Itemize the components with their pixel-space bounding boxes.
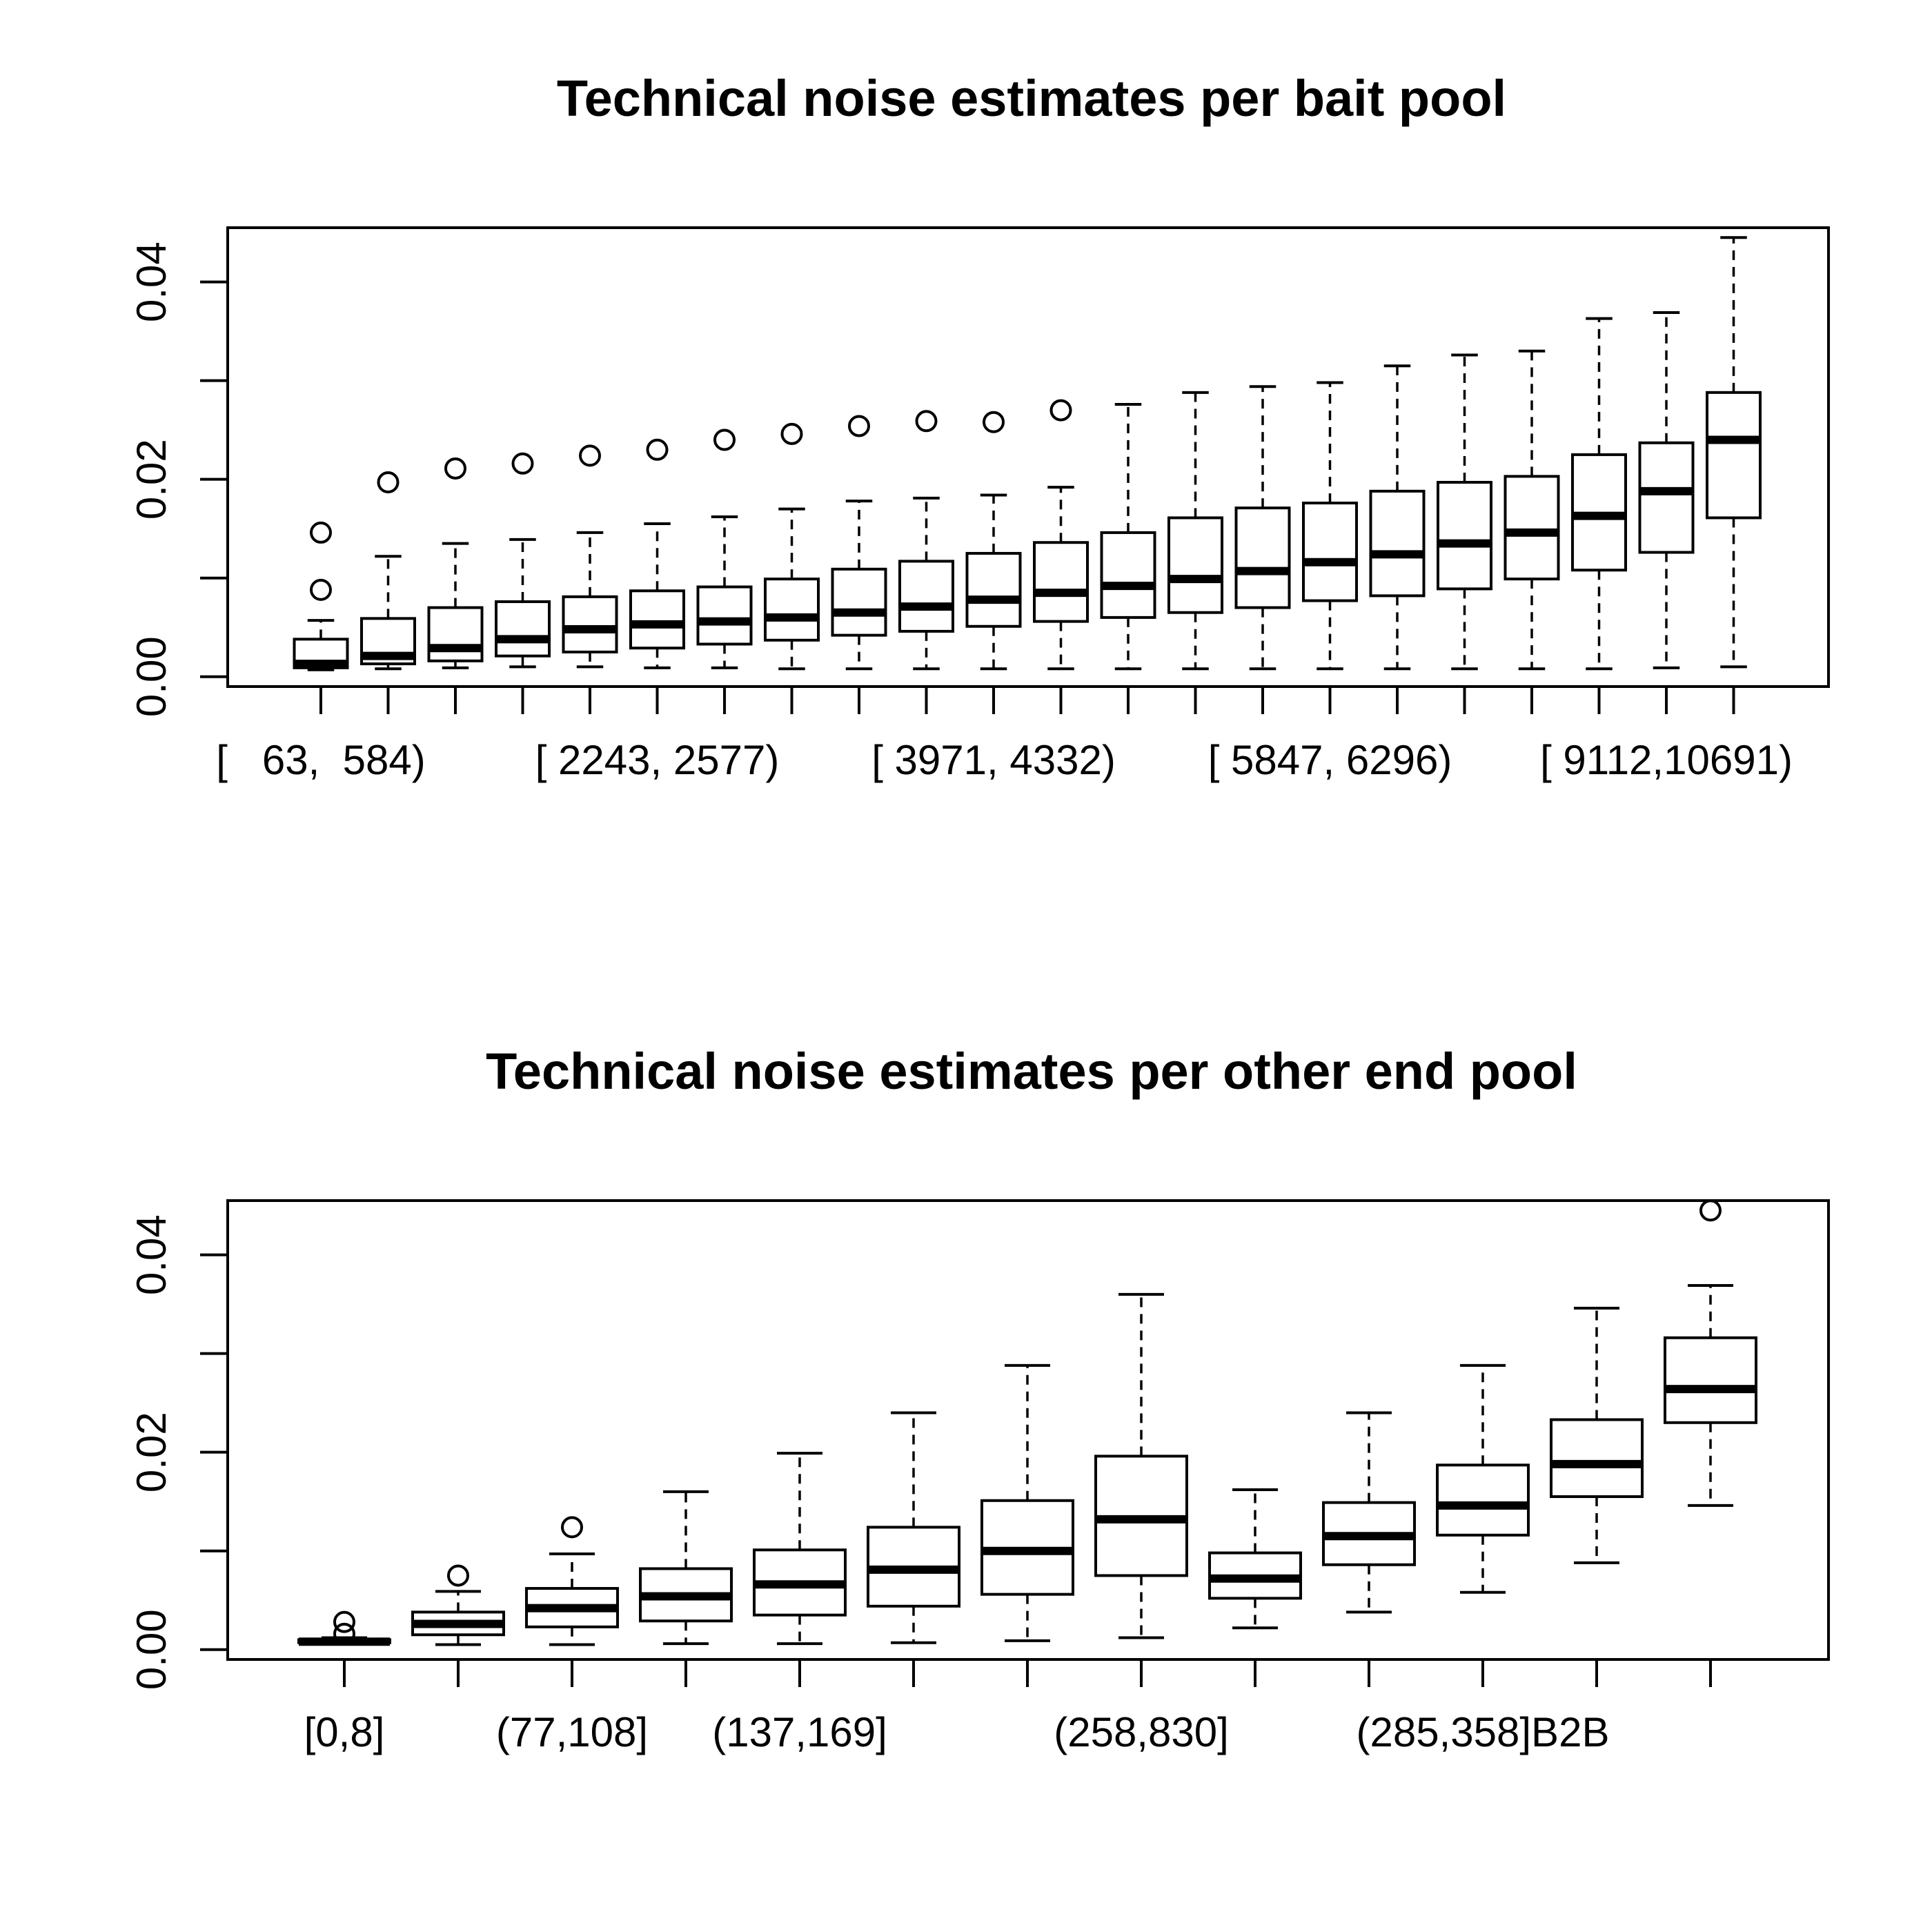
box-22: [1706, 236, 1762, 669]
box-body: [898, 560, 954, 633]
outlier-point: [983, 411, 1005, 433]
chart-title: Technical noise estimates per other end …: [486, 1043, 1577, 1100]
box-12: [1033, 399, 1089, 671]
box-9: [831, 415, 887, 671]
outlier-point: [780, 422, 803, 445]
box-4: [495, 452, 551, 669]
outlier-point: [579, 444, 601, 467]
outlier-point: [848, 415, 870, 437]
box-21: [1638, 310, 1695, 669]
box-body: [1234, 506, 1291, 609]
box-body: [831, 567, 887, 637]
box-5: [562, 444, 618, 669]
box-body: [1100, 531, 1156, 619]
box-body: [965, 551, 1022, 628]
box-body: [1638, 441, 1695, 554]
box-18: [1437, 353, 1492, 671]
box-4: [639, 1490, 733, 1646]
box-13: [1100, 402, 1156, 671]
box-15: [1234, 385, 1291, 671]
box-14: [1167, 391, 1223, 671]
box-1: [293, 521, 349, 671]
outlier-point: [915, 410, 938, 433]
x-tick-label: [ 2243, 2577): [535, 737, 780, 783]
box-20: [1571, 317, 1627, 671]
outlier-point: [333, 1622, 355, 1645]
outlier-point: [561, 1516, 583, 1539]
box-10: [1322, 1411, 1416, 1614]
y-tick-label: 0.02: [128, 1412, 175, 1492]
box-body: [562, 595, 618, 653]
box-12: [1550, 1306, 1644, 1564]
box-2: [411, 1564, 505, 1646]
y-tick-label: 0.04: [128, 1214, 175, 1295]
box-1: [297, 1610, 391, 1646]
plot-frame: [226, 226, 1830, 688]
box-body: [1504, 475, 1560, 581]
box-11: [965, 411, 1022, 671]
box-8: [764, 422, 820, 671]
box-body: [1167, 516, 1223, 614]
box-5: [753, 1452, 847, 1646]
y-tick-label: 0.02: [128, 439, 175, 520]
x-tick-label: [ 3971, 4332): [871, 737, 1116, 783]
box-9: [1208, 1488, 1302, 1630]
box-body: [1033, 541, 1089, 623]
box-body: [764, 578, 820, 642]
y-tick-label: 0.00: [128, 1609, 175, 1690]
box-body: [1437, 480, 1492, 591]
box-6: [867, 1411, 960, 1644]
box-body: [1550, 1418, 1644, 1499]
box-body: [495, 600, 551, 658]
box-7: [696, 428, 753, 669]
y-tick-label: 0.04: [128, 241, 175, 322]
box-7: [980, 1363, 1074, 1642]
x-tick-label: (285,358]B2B: [1357, 1709, 1610, 1755]
x-tick-label: (258,830]: [1054, 1709, 1229, 1755]
box-3: [525, 1516, 619, 1646]
box-8: [1094, 1292, 1188, 1639]
outlier-point: [511, 452, 534, 475]
outlier-point: [333, 1610, 355, 1633]
outlier-point: [1699, 1199, 1722, 1222]
box-body: [1436, 1463, 1530, 1537]
x-tick-label: [ 9112,10691): [1540, 737, 1793, 783]
box-3: [427, 457, 484, 669]
outlier-point: [447, 1564, 469, 1587]
box-13: [1664, 1199, 1757, 1507]
box-11: [1436, 1363, 1530, 1594]
y-tick-label: 0.00: [128, 636, 175, 717]
x-tick-label: [0,8]: [304, 1709, 385, 1755]
outlier-point: [713, 428, 736, 451]
box-body: [1369, 489, 1426, 598]
box-17: [1369, 364, 1426, 671]
box-body: [1664, 1336, 1757, 1424]
outlier-point: [646, 438, 669, 461]
x-tick-label: (77,108]: [496, 1709, 648, 1755]
outlier-point: [377, 471, 400, 493]
box-body: [629, 589, 685, 650]
outlier-point: [1049, 399, 1072, 422]
box-16: [1302, 381, 1358, 671]
x-tick-label: [ 5847, 6296): [1208, 737, 1452, 783]
x-tick-label: [ 63, 584): [216, 737, 426, 783]
box-10: [898, 410, 954, 671]
chart-title: Technical noise estimates per bait pool: [557, 70, 1506, 127]
box-6: [629, 438, 685, 669]
x-tick-label: (137,169]: [712, 1709, 887, 1755]
box-body: [696, 585, 753, 646]
box-body: [1706, 391, 1762, 520]
other-end-pool-panel: Technical noise estimates per other end …: [128, 1043, 1830, 1755]
box-2: [360, 471, 416, 671]
outlier-point: [310, 521, 332, 544]
outlier-point: [310, 578, 332, 601]
box-19: [1504, 349, 1560, 671]
bait-pool-panel: Technical noise estimates per bait pool 0…: [128, 70, 1830, 783]
box-body: [427, 606, 484, 662]
box-body: [1302, 502, 1358, 602]
outlier-point: [444, 457, 466, 480]
